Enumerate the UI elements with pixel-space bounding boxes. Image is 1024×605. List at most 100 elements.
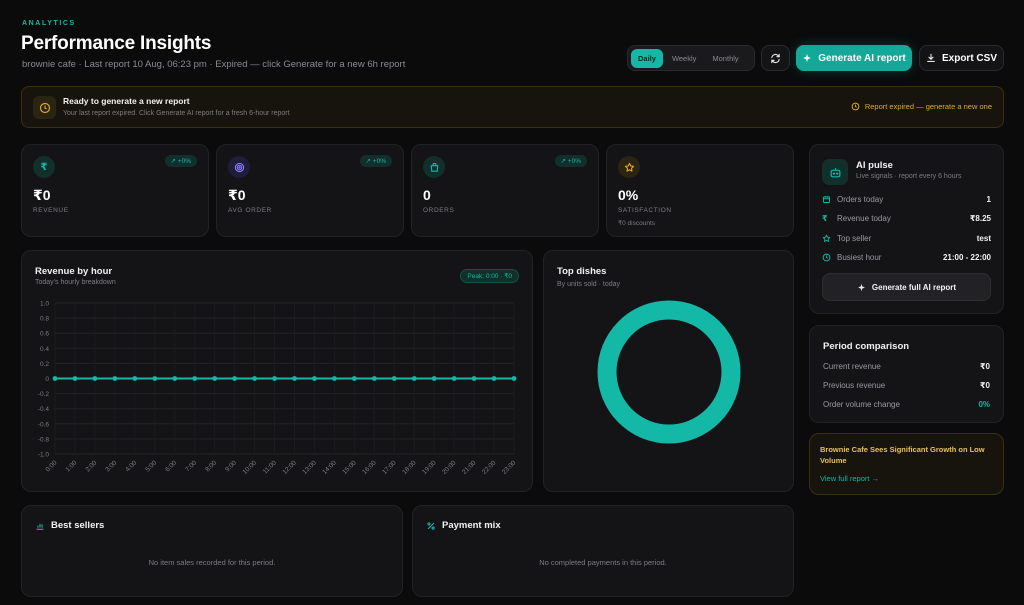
pulse-row-value: ₹8.25 — [969, 214, 991, 223]
stat-card-orders: ↗ +0% 0 ORDERS — [411, 144, 599, 237]
stat-card-satisfaction: 0% SATISFACTION ₹0 discounts — [606, 144, 794, 237]
ai-pulse-card: AI pulse Live signals · report every 6 h… — [809, 144, 1004, 314]
stat-card-avg-order: ↗ +0% ₹0 AVG ORDER — [216, 144, 404, 237]
data-point — [272, 376, 277, 381]
sparkle-icon — [803, 53, 812, 63]
pulse-row-revenue: ₹ Revenue today — [822, 214, 891, 223]
y-tick-label: 1.0 — [40, 301, 49, 308]
data-point — [451, 376, 457, 381]
target-icon — [228, 156, 250, 178]
star-icon — [822, 234, 831, 242]
stat-value: 0% — [618, 187, 639, 203]
period-daily[interactable]: Daily — [631, 48, 663, 68]
x-tick-label: 1:00 — [64, 459, 78, 473]
payment-mix-header: Payment mix — [426, 520, 501, 531]
download-icon — [927, 53, 935, 62]
best-sellers-title: Best sellers — [51, 520, 105, 531]
pulse-row-value: test — [976, 234, 991, 243]
pulse-row-orders: Orders today — [822, 195, 883, 204]
clock-icon — [851, 102, 860, 111]
bag-icon — [423, 156, 445, 178]
period-comparison-title: Period comparison — [823, 341, 910, 352]
eyebrow: ANALYTICS — [22, 20, 76, 27]
data-point — [312, 376, 317, 381]
peak-badge: Peak: 0:00 · ₹0 — [460, 269, 519, 283]
data-point — [152, 376, 158, 381]
x-tick-label: 14:00 — [321, 459, 338, 476]
data-point — [471, 376, 477, 381]
stat-value: 0 — [423, 187, 431, 203]
comparison-row-value: ₹0 — [979, 381, 990, 390]
comparison-row-label: Previous revenue — [823, 381, 886, 390]
data-point — [431, 376, 437, 381]
data-point — [232, 376, 238, 381]
revenue-chart-card: Revenue by hour Today's hourly breakdown… — [21, 250, 533, 492]
period-monthly[interactable]: Monthly — [712, 53, 739, 63]
top-dishes-card: Top dishes By units sold · today — [543, 250, 794, 492]
revenue-chart-subtitle: Today's hourly breakdown — [35, 279, 116, 286]
y-tick-label: -0.2 — [38, 391, 50, 398]
page-title: Performance Insights — [21, 33, 212, 54]
stat-label: AVG ORDER — [228, 207, 272, 214]
x-tick-label: 19:00 — [421, 459, 438, 476]
y-tick-label: -0.8 — [38, 436, 50, 443]
pulse-row-value: 21:00 - 22:00 — [942, 253, 991, 262]
bot-icon — [822, 159, 848, 185]
calendar-icon — [823, 196, 830, 203]
data-point — [351, 376, 357, 381]
x-tick-label: 8:00 — [204, 459, 218, 473]
data-point — [511, 376, 517, 381]
period-comparison-card: Period comparison Current revenue ₹0 Pre… — [809, 325, 1004, 423]
x-tick-label: 0:00 — [45, 459, 59, 473]
comparison-row-value: ₹0 — [979, 362, 990, 371]
pulse-row-busiest-hour: Busiest hour — [822, 253, 881, 262]
donut-slice — [597, 300, 741, 444]
top-dishes-subtitle: By units sold · today — [557, 281, 621, 288]
data-point — [491, 376, 497, 381]
generate-full-report-button[interactable]: Generate full AI report — [822, 273, 991, 301]
data-point — [391, 376, 397, 381]
generate-ai-report-button[interactable]: Generate AI report — [796, 45, 912, 71]
ai-pulse-subtitle: Live signals · report every 6 hours — [856, 173, 962, 180]
stat-label: SATISFACTION — [618, 207, 672, 214]
data-point — [212, 376, 218, 381]
y-tick-label: -1.0 — [38, 452, 50, 459]
pulse-row-label: Orders today — [837, 195, 884, 204]
refresh-button[interactable] — [761, 45, 790, 71]
y-tick-label: 0 — [45, 376, 49, 383]
rupee-icon: ₹ — [822, 214, 828, 223]
period-weekly[interactable]: Weekly — [671, 53, 697, 63]
revenue-line-chart: 1.0 0.8 0.6 0.4 0.2 0 -0.2 -0.4 -0.6 -0.8 -1.00:00… — [38, 301, 518, 476]
export-csv-button[interactable]: Export CSV — [919, 45, 1004, 71]
banner-status-label: Report expired — generate a new one — [864, 102, 992, 111]
comparison-row-value: 0% — [978, 400, 990, 409]
star-icon — [618, 156, 640, 178]
x-tick-label: 5:00 — [144, 459, 158, 473]
x-tick-label: 16:00 — [361, 459, 378, 476]
comparison-row-label: Order volume change — [823, 400, 900, 409]
stat-value: ₹0 — [33, 187, 51, 203]
report-banner: Ready to generate a new report Your last… — [21, 86, 1004, 128]
period-toggle: Daily Weekly Monthly — [627, 45, 755, 71]
top-dishes-title: Top dishes — [557, 266, 607, 277]
rupee-icon: ₹ — [33, 156, 55, 178]
payment-mix-card: Payment mix No completed payments in thi… — [412, 505, 794, 597]
x-tick-label: 12:00 — [281, 459, 298, 476]
stat-badge: ↗ +0% — [359, 155, 392, 167]
refresh-icon — [771, 53, 780, 63]
pulse-row-label: Busiest hour — [837, 253, 882, 262]
top-dishes-donut — [597, 300, 741, 444]
x-tick-label: 10:00 — [242, 459, 259, 476]
stat-card-revenue: ₹ ↗ +0% ₹0 REVENUE — [21, 144, 209, 237]
payment-mix-empty: No completed payments in this period. — [539, 558, 667, 567]
x-tick-label: 9:00 — [224, 459, 238, 473]
y-tick-label: -0.6 — [38, 421, 50, 428]
headline-text: Brownie Cafe Sees Significant Growth on … — [820, 445, 985, 465]
best-sellers-empty: No item sales recorded for this period. — [148, 558, 276, 567]
banner-status[interactable]: Report expired — generate a new one — [851, 102, 992, 111]
pulse-row-value: 1 — [986, 195, 991, 204]
stat-badge: ↗ +0% — [554, 155, 587, 167]
data-point — [112, 376, 118, 381]
view-full-report-link[interactable]: View full report → — [820, 474, 880, 483]
x-tick-label: 23:00 — [501, 459, 518, 476]
